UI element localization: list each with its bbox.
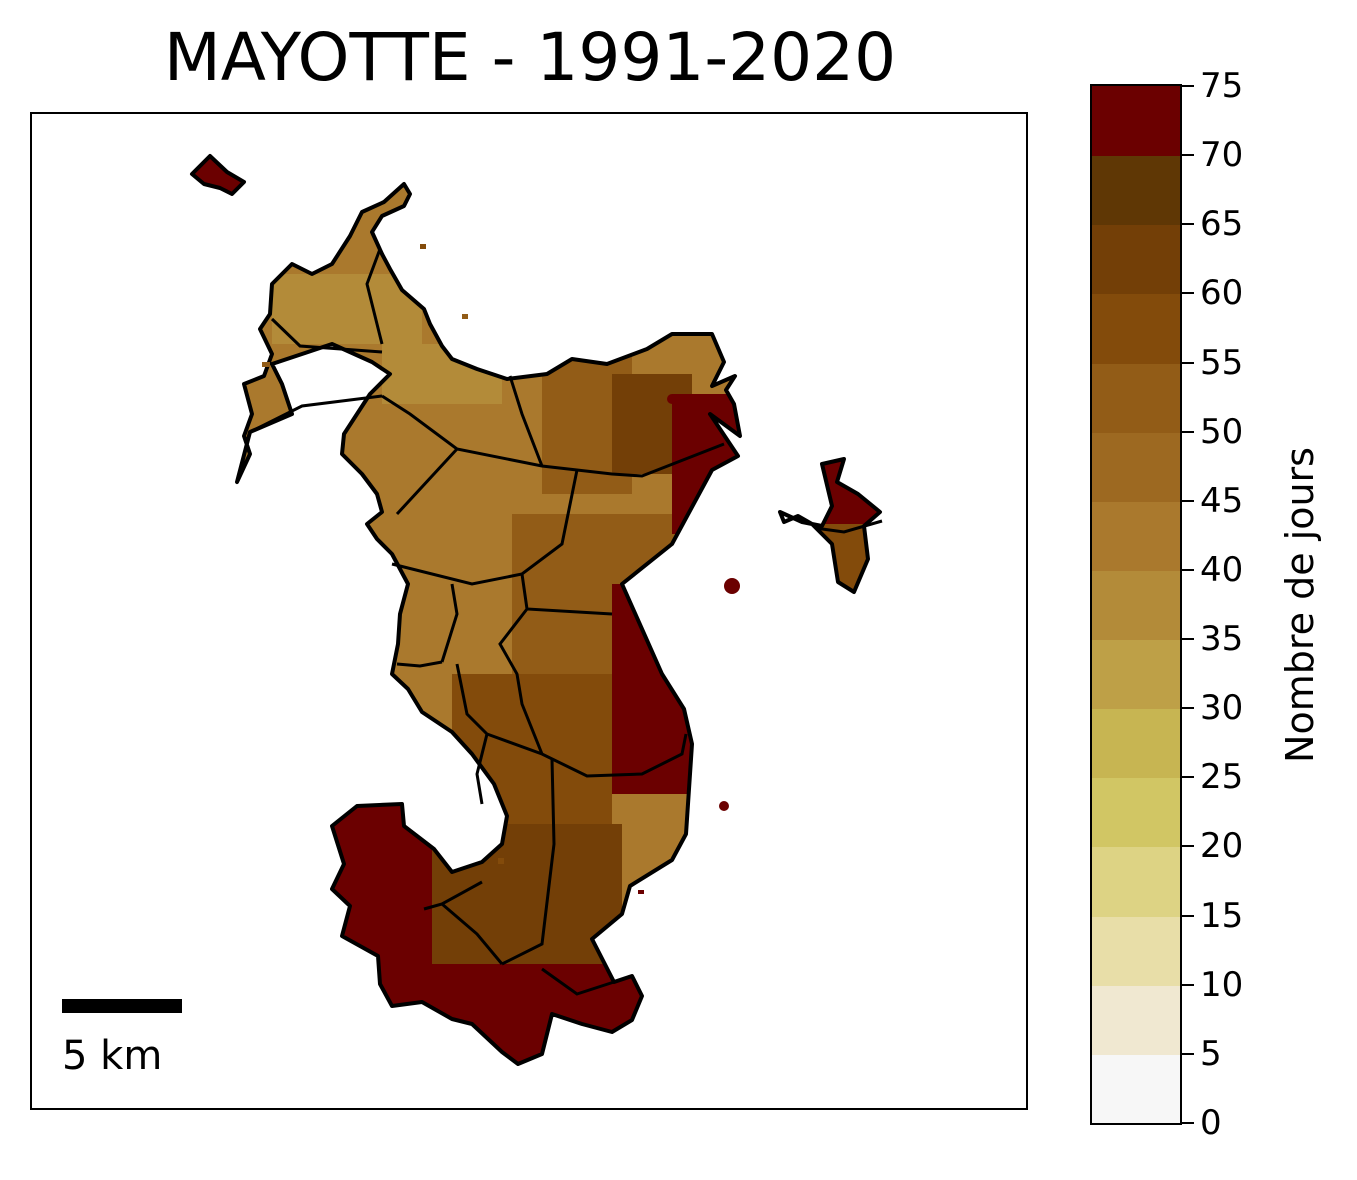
colorbar-tick xyxy=(1182,1052,1194,1055)
colorbar-segment xyxy=(1092,224,1180,295)
colorbar-tick xyxy=(1182,223,1194,226)
colorbar-tick-label: 40 xyxy=(1200,549,1244,590)
colorbar-segment xyxy=(1092,431,1180,502)
colorbar-segment xyxy=(1092,569,1180,641)
colorbar-tick xyxy=(1182,845,1194,848)
colorbar-tick xyxy=(1182,361,1194,364)
map-canvas xyxy=(190,154,883,1066)
colorbar-tick-label: 50 xyxy=(1200,411,1244,452)
commune-boundaries xyxy=(249,248,883,996)
islets xyxy=(262,244,740,894)
colorbar-tick-label: 25 xyxy=(1200,757,1244,798)
colorbar-tick xyxy=(1182,983,1194,986)
colorbar-tick xyxy=(1182,154,1194,157)
map-title: MAYOTTE - 1991-2020 xyxy=(163,19,897,96)
colorbar-segment xyxy=(1092,500,1180,571)
colorbar-tick-label: 15 xyxy=(1200,895,1244,936)
colorbar-segment xyxy=(1092,846,1180,917)
colorbar-tick xyxy=(1182,914,1194,917)
colorbar-segment xyxy=(1092,86,1180,157)
colorbar-tick-label: 70 xyxy=(1200,135,1244,176)
map-panel xyxy=(30,112,1028,1110)
colorbar-tick xyxy=(1182,568,1194,571)
colorbar-segment xyxy=(1092,362,1180,433)
colorbar-tick-label: 20 xyxy=(1200,826,1244,867)
colorbar-segment xyxy=(1092,777,1180,848)
colorbar-segment xyxy=(1092,639,1180,710)
colorbar-tick-label: 65 xyxy=(1200,204,1244,245)
colorbar-tick-label: 0 xyxy=(1200,1103,1222,1143)
colorbar-segment xyxy=(1092,155,1180,226)
island-raster xyxy=(192,156,880,1064)
colorbar-tick xyxy=(1182,430,1194,433)
colorbar xyxy=(1090,84,1182,1125)
colorbar-tick xyxy=(1182,292,1194,295)
colorbar-segment xyxy=(1092,1053,1180,1123)
raster-cell xyxy=(332,784,432,1004)
colorbar-tick xyxy=(1182,85,1194,87)
colorbar-segment xyxy=(1092,915,1180,986)
colorbar-segment xyxy=(1092,293,1180,364)
scale-bar xyxy=(62,999,182,1013)
colorbar-tick-label: 75 xyxy=(1200,66,1244,106)
colorbar-tick-label: 35 xyxy=(1200,619,1244,660)
colorbar-segment xyxy=(1092,708,1180,779)
raster-cell xyxy=(382,344,502,414)
colorbar-tick-label: 30 xyxy=(1200,688,1244,729)
colorbar-tick xyxy=(1182,776,1194,779)
colorbar-tick-label: 10 xyxy=(1200,964,1244,1005)
colorbar-tick-label: 5 xyxy=(1200,1033,1222,1074)
colorbar-tick xyxy=(1182,707,1194,710)
colorbar-title: Nombre de jours xyxy=(1278,447,1322,763)
colorbar-tick xyxy=(1182,638,1194,641)
raster-cell xyxy=(192,156,272,214)
scale-label: 5 km xyxy=(62,1033,163,1079)
raster-cell xyxy=(272,274,422,344)
colorbar-segment xyxy=(1092,984,1180,1055)
colorbar-tick-label: 60 xyxy=(1200,273,1244,314)
colorbar-tick xyxy=(1182,499,1194,502)
colorbar-tick-label: 45 xyxy=(1200,480,1244,521)
colorbar-tick-label: 55 xyxy=(1200,342,1244,383)
colorbar-tick xyxy=(1182,1122,1194,1124)
